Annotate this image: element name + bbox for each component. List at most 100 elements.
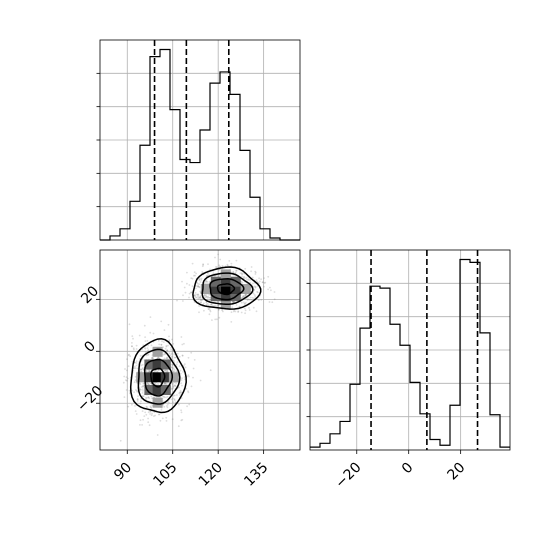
scatter-point — [195, 285, 198, 287]
scatter-point — [270, 289, 272, 292]
scatter-point — [190, 291, 193, 294]
density-contour — [192, 266, 262, 310]
scatter-point — [159, 419, 162, 422]
scatter-point — [196, 296, 198, 299]
scatter-point — [125, 389, 128, 391]
scatter-point — [254, 271, 257, 274]
scatter-point — [180, 382, 183, 385]
scatter-point — [209, 268, 212, 271]
scatter-point — [176, 299, 178, 302]
scatter-point — [218, 268, 221, 271]
scatter-point — [136, 390, 139, 393]
scatter-point — [188, 296, 190, 299]
scatter-point — [248, 307, 250, 309]
scatter-point — [180, 336, 183, 338]
scatter-point — [239, 305, 241, 308]
scatter-point — [150, 395, 153, 398]
scatter-point — [150, 406, 152, 409]
density-cell — [230, 284, 241, 294]
scatter-point — [196, 282, 199, 285]
histogram-x-quantile-lines — [153, 40, 230, 240]
scatter-point — [240, 297, 243, 300]
scatter-point — [242, 276, 245, 278]
scatter-point — [187, 356, 190, 359]
y-tick-label: 0 — [81, 338, 99, 356]
scatter-point — [166, 369, 169, 372]
density-cell — [152, 397, 163, 408]
scatter-point — [190, 291, 193, 294]
scatter-point — [172, 367, 175, 370]
scatter-point — [179, 369, 182, 372]
scatter-point — [167, 400, 169, 403]
scatter-point — [136, 389, 139, 392]
density-cell — [144, 385, 155, 395]
scatter-point — [173, 353, 176, 356]
scatter-point — [157, 356, 160, 359]
scatter-point — [231, 301, 234, 304]
scatter-point — [252, 306, 255, 309]
scatter-point — [171, 352, 173, 355]
scatter-point — [167, 344, 169, 347]
scatter-point — [136, 381, 139, 384]
density-cell — [160, 372, 171, 383]
scatter-point — [164, 347, 167, 350]
scatter-point — [165, 345, 168, 348]
scatter-point — [194, 295, 197, 297]
scatter-point — [146, 350, 149, 352]
scatter-point — [179, 391, 182, 394]
scatter-point — [147, 411, 150, 414]
scatter-point — [166, 370, 169, 373]
histogram-y-quantile-lines — [370, 250, 479, 450]
scatter-point — [135, 360, 138, 363]
scatter-point — [142, 385, 145, 387]
scatter-point — [154, 414, 157, 417]
scatter-point — [242, 295, 245, 298]
scatter-point — [140, 400, 142, 403]
density-contour — [150, 367, 166, 388]
scatter-point — [268, 301, 271, 303]
scatter-point — [173, 384, 176, 387]
scatter-point — [180, 379, 183, 381]
scatter-point — [157, 339, 160, 342]
scatter-point — [172, 386, 175, 388]
scatter-point — [163, 329, 166, 331]
scatter-point — [166, 349, 169, 352]
scatter-point — [165, 405, 168, 407]
x-tick-label: 90 — [111, 460, 135, 484]
scatter-point — [207, 295, 209, 298]
scatter-point — [135, 389, 137, 391]
scatter-point — [252, 292, 255, 295]
scatter-point — [150, 382, 152, 385]
scatter-point — [172, 385, 175, 387]
scatter-point — [200, 301, 203, 304]
scatter-point — [241, 273, 244, 276]
scatter-point — [125, 376, 128, 378]
scatter-point — [204, 296, 207, 299]
scatter-point — [180, 411, 183, 414]
scatter-point — [254, 270, 257, 273]
scatter-point — [242, 296, 244, 298]
scatter-point — [181, 354, 184, 357]
scatter-point — [168, 339, 171, 341]
scatter-point — [222, 310, 224, 313]
scatter-point — [126, 379, 128, 382]
scatter-point — [142, 385, 144, 387]
scatter-point — [151, 356, 153, 359]
scatter-point — [267, 275, 270, 278]
scatter-point — [141, 392, 144, 394]
scatter-point — [239, 272, 242, 275]
scatter-point — [187, 390, 189, 392]
scatter-point — [162, 353, 165, 356]
scatter-point — [218, 316, 221, 319]
scatter-point — [162, 341, 165, 343]
scatter-point — [127, 405, 130, 408]
scatter-point — [147, 396, 150, 399]
density-cell — [152, 385, 163, 395]
scatter-point — [147, 417, 150, 420]
scatter-point — [181, 384, 183, 387]
scatter-point — [197, 293, 199, 296]
scatter-point — [157, 413, 160, 416]
scatter-point — [164, 369, 167, 372]
scatter-point — [156, 370, 159, 373]
scatter-point — [186, 282, 188, 285]
